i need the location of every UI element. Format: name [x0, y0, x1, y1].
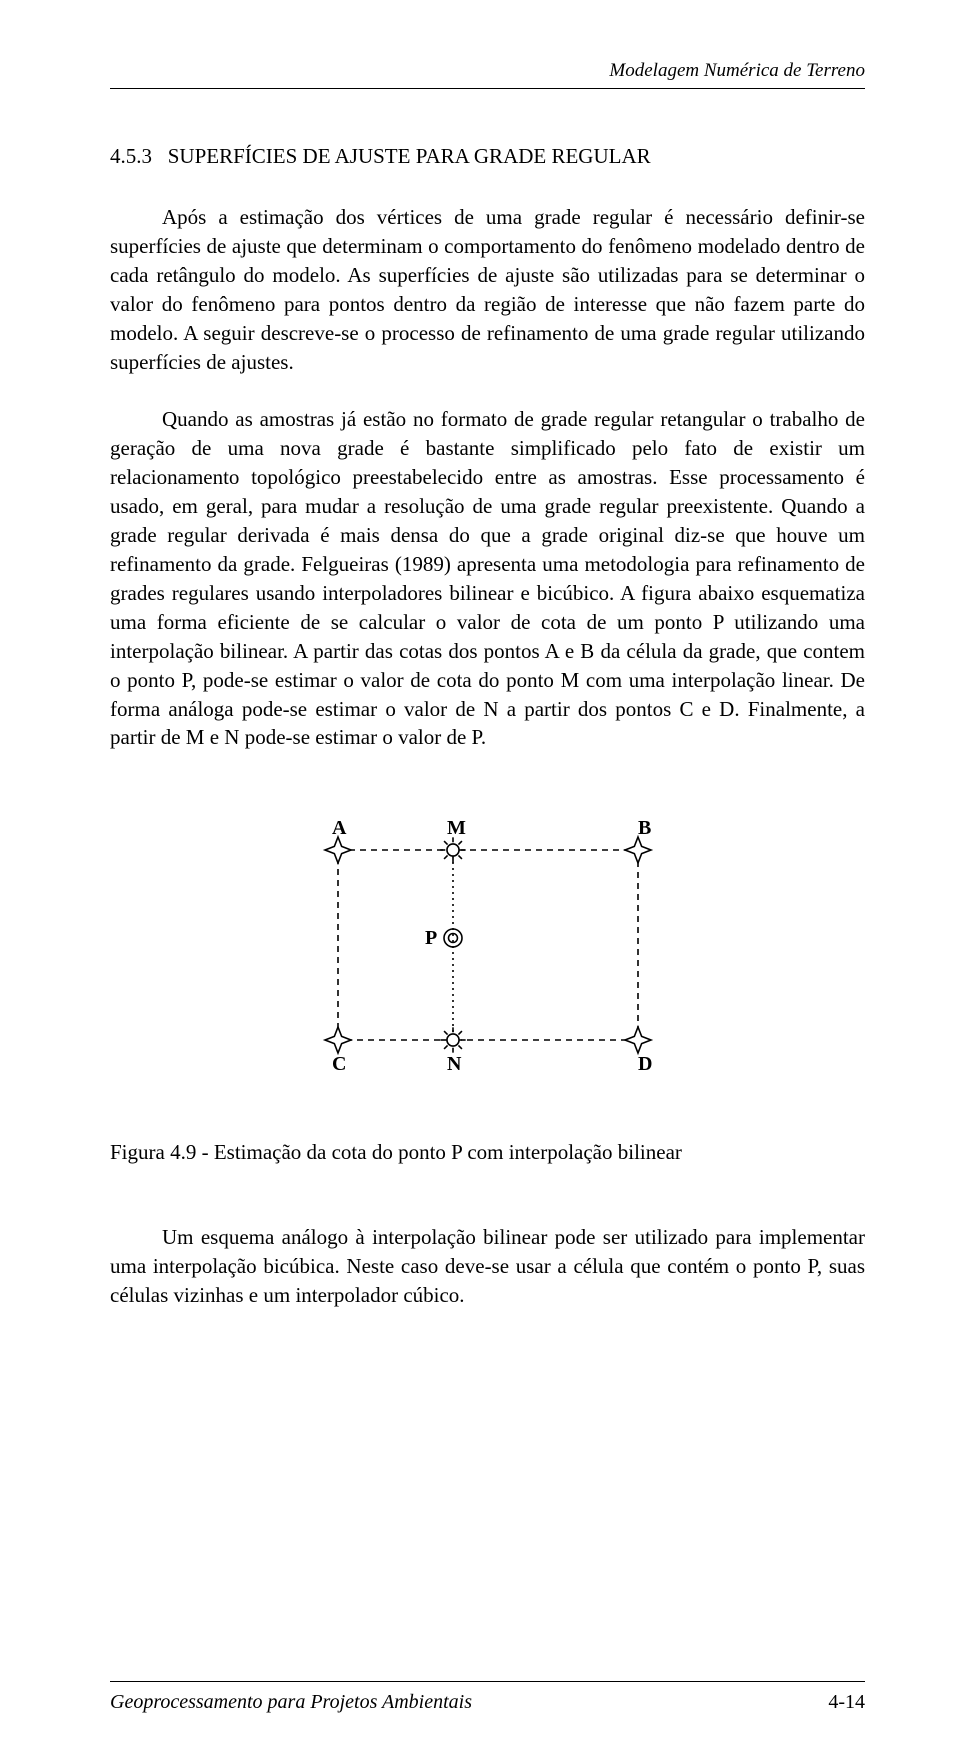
- diagram-label-n: N: [447, 1053, 462, 1075]
- section-title: SUPERFÍCIES DE AJUSTE PARA GRADE REGULAR: [168, 144, 651, 168]
- diagram-label-c: C: [332, 1053, 346, 1075]
- paragraph-3: Um esquema análogo à interpolação biline…: [110, 1223, 865, 1310]
- diagram-label-p: P: [425, 927, 437, 949]
- paragraph-1: Após a estimação dos vértices de uma gra…: [110, 203, 865, 377]
- diagram-label-d: D: [638, 1053, 652, 1075]
- page: Modelagem Numérica de Terreno 4.5.3 SUPE…: [0, 0, 960, 1752]
- section-heading: 4.5.3 SUPERFÍCIES DE AJUSTE PARA GRADE R…: [110, 144, 865, 169]
- diagram-label-a: A: [332, 817, 347, 839]
- figure-caption: Figura 4.9 - Estimação da cota do ponto …: [110, 1140, 865, 1165]
- diagram-label-m: M: [447, 817, 466, 839]
- footer-rule: [110, 1681, 865, 1682]
- diagram-svg: A M B C N D P: [278, 790, 698, 1090]
- running-header: Modelagem Numérica de Terreno: [110, 60, 865, 82]
- footer-right: 4-14: [828, 1691, 865, 1714]
- footer: Geoprocessamento para Projetos Ambientai…: [110, 1691, 865, 1714]
- diagram-label-b: B: [638, 817, 651, 839]
- header-rule: [110, 88, 865, 89]
- footer-left: Geoprocessamento para Projetos Ambientai…: [110, 1691, 472, 1714]
- figure-bilinear: A M B C N D P: [278, 790, 698, 1090]
- section-number: 4.5.3: [110, 144, 152, 168]
- paragraph-2: Quando as amostras já estão no formato d…: [110, 405, 865, 753]
